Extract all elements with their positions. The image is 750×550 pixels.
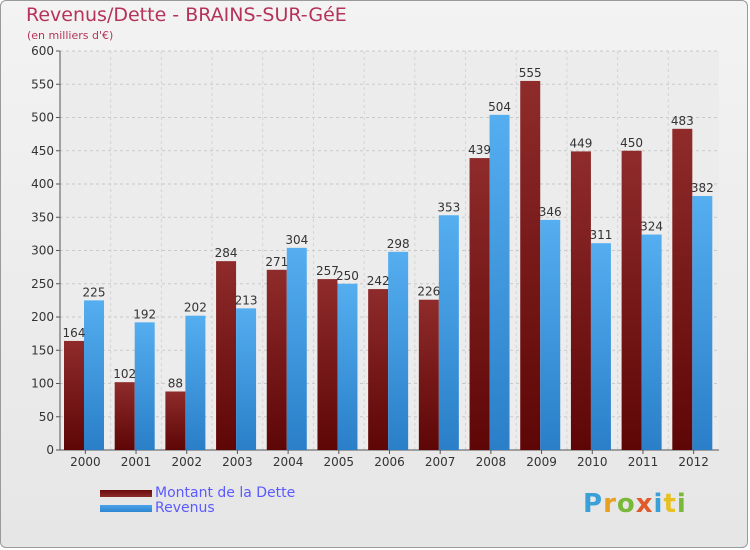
data-label-debt: 439 xyxy=(468,143,491,157)
bar-debt xyxy=(216,261,237,450)
bar-revenue xyxy=(438,215,459,450)
logo-letter: t xyxy=(663,489,677,519)
x-tick-label: 2005 xyxy=(324,455,355,469)
legend-swatch-revenue xyxy=(100,505,152,512)
data-label-debt: 483 xyxy=(671,114,694,128)
bar-debt xyxy=(64,340,84,450)
bar-revenue xyxy=(236,308,257,450)
data-label-revenue: 311 xyxy=(589,228,612,242)
bar-debt xyxy=(520,80,541,451)
y-tick-label: 450 xyxy=(31,144,54,158)
bar-revenue xyxy=(540,219,561,450)
data-label-revenue: 504 xyxy=(488,100,511,114)
data-label-revenue: 346 xyxy=(539,205,562,219)
bar-debt xyxy=(317,279,338,450)
bar-debt xyxy=(266,269,287,450)
bar-revenue xyxy=(84,300,104,450)
data-label-debt: 555 xyxy=(519,66,542,80)
y-tick-label: 50 xyxy=(39,410,54,424)
bar-revenue xyxy=(185,315,206,450)
x-tick-label: 2003 xyxy=(222,455,253,469)
data-label-debt: 284 xyxy=(215,246,238,260)
data-label-revenue: 250 xyxy=(336,269,359,283)
legend-label-debt: Montant de la Dette xyxy=(155,485,296,501)
x-tick-label: 2002 xyxy=(171,455,202,469)
y-tick-label: 400 xyxy=(31,177,54,191)
bar-debt xyxy=(368,289,389,450)
data-label-revenue: 324 xyxy=(640,220,663,234)
data-label-debt: 257 xyxy=(316,264,339,278)
bar-revenue xyxy=(692,195,713,450)
bar-revenue xyxy=(489,114,510,450)
chart-title: Revenus/Dette - BRAINS-SUR-GéE xyxy=(26,4,347,26)
data-label-revenue: 192 xyxy=(133,307,156,321)
x-tick-label: 2008 xyxy=(476,455,507,469)
bar-debt xyxy=(570,151,591,451)
bar-debt xyxy=(165,391,186,450)
y-tick-label: 550 xyxy=(31,77,54,91)
data-label-debt: 226 xyxy=(417,285,440,299)
logo-letter: x xyxy=(635,489,654,519)
bar-revenue xyxy=(286,247,307,450)
logo-letter: i xyxy=(653,489,664,519)
chart-subtitle: (en milliers d'€) xyxy=(27,29,114,42)
logo-letter: P xyxy=(583,489,604,519)
y-tick-label: 350 xyxy=(31,210,54,224)
y-tick-label: 250 xyxy=(31,277,54,291)
y-tick-label: 600 xyxy=(31,44,54,58)
data-label-revenue: 225 xyxy=(83,285,106,299)
y-tick-label: 150 xyxy=(31,343,54,357)
data-label-revenue: 213 xyxy=(235,293,258,307)
bar-debt xyxy=(621,150,642,450)
x-tick-label: 2011 xyxy=(628,455,659,469)
data-label-revenue: 382 xyxy=(691,181,714,195)
bar-debt xyxy=(672,128,693,450)
data-label-debt: 450 xyxy=(620,136,643,150)
bar-debt xyxy=(114,382,135,450)
x-tick-label: 2007 xyxy=(425,455,456,469)
logo-letter: r xyxy=(603,489,617,519)
data-label-debt: 164 xyxy=(63,326,86,340)
data-label-debt: 271 xyxy=(265,255,288,269)
data-label-revenue: 353 xyxy=(437,200,460,214)
bar-revenue xyxy=(641,234,662,450)
data-label-debt: 88 xyxy=(168,376,183,390)
logo-letter: o xyxy=(616,489,636,519)
bar-revenue xyxy=(590,243,611,450)
bars xyxy=(64,80,713,451)
bar-debt xyxy=(469,158,490,450)
data-label-debt: 449 xyxy=(569,136,592,150)
x-tick-label: 2004 xyxy=(273,455,304,469)
bar-debt xyxy=(418,299,439,450)
logo-letter: i xyxy=(676,489,687,519)
x-tick-label: 2012 xyxy=(678,455,709,469)
x-tick-label: 2010 xyxy=(577,455,608,469)
bar-revenue xyxy=(134,322,155,450)
bar-revenue xyxy=(388,251,409,450)
data-label-debt: 242 xyxy=(367,274,390,288)
data-label-revenue: 304 xyxy=(285,233,308,247)
data-label-debt: 102 xyxy=(113,367,136,381)
proxiti-logo: Proxiti xyxy=(583,489,687,519)
y-tick-label: 300 xyxy=(31,244,54,258)
y-tick-label: 0 xyxy=(46,443,54,457)
bar-revenue xyxy=(337,283,358,450)
x-tick-label: 2009 xyxy=(526,455,557,469)
y-tick-label: 100 xyxy=(31,377,54,391)
y-tick-label: 200 xyxy=(31,310,54,324)
x-tick-label: 2001 xyxy=(121,455,152,469)
legend-swatch-debt xyxy=(100,490,152,497)
x-tick-label: 2000 xyxy=(70,455,101,469)
axes: 0 50 100 150 200 250 300 350 400 450 500 550 600 2000… xyxy=(31,44,719,469)
data-label-revenue: 298 xyxy=(387,237,410,251)
x-tick-label: 2006 xyxy=(374,455,405,469)
data-label-revenue: 202 xyxy=(184,301,207,315)
legend-label-revenue: Revenus xyxy=(155,500,215,516)
y-tick-label: 500 xyxy=(31,111,54,125)
